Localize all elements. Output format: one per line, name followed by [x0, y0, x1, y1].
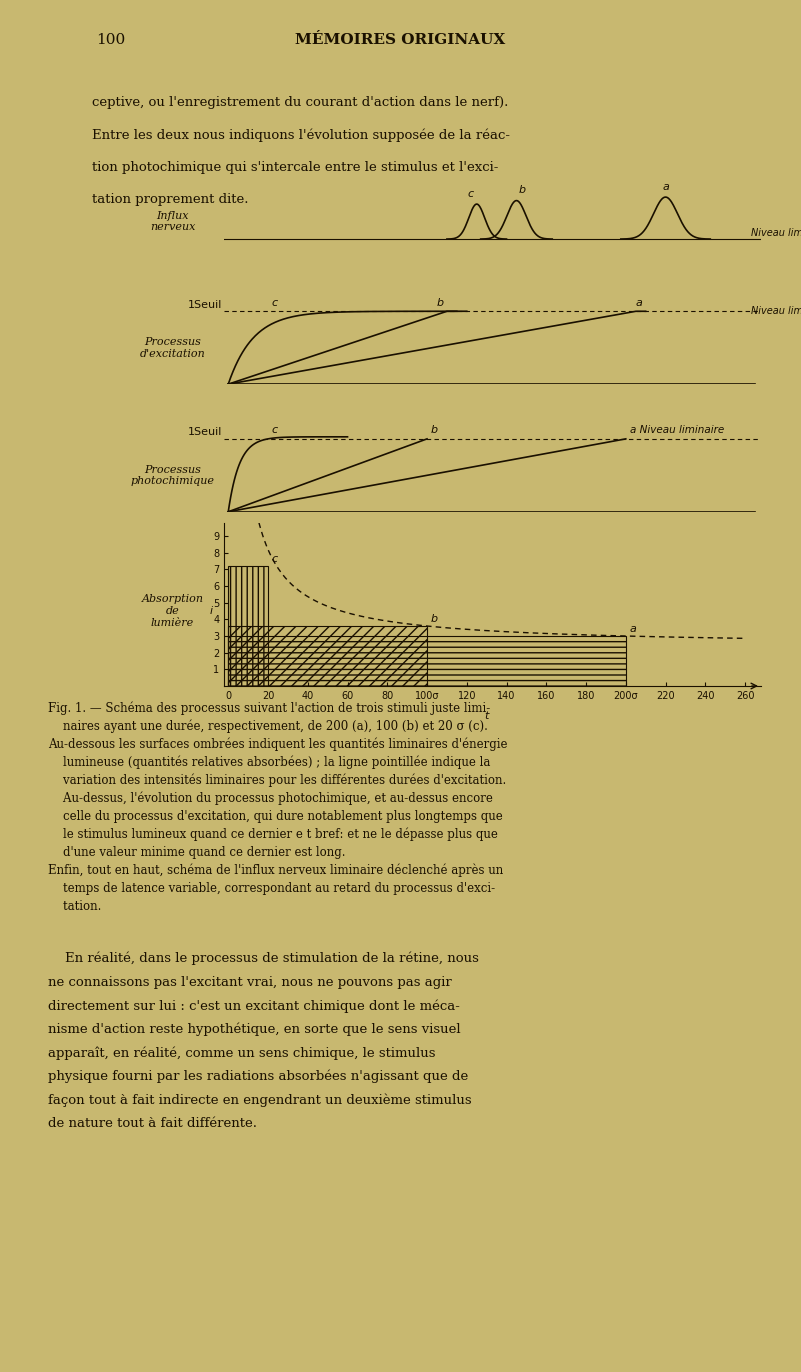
Text: tation.: tation. [48, 900, 102, 912]
Text: physique fourni par les radiations absorbées n'agissant que de: physique fourni par les radiations absor… [48, 1070, 469, 1084]
Text: nisme d'action reste hypothétique, en sorte que le sens visuel: nisme d'action reste hypothétique, en so… [48, 1022, 461, 1036]
Text: apparaît, en réalité, comme un sens chimique, le stimulus: apparaît, en réalité, comme un sens chim… [48, 1047, 436, 1059]
Bar [228, 637, 626, 686]
Text: Fig. 1. — Schéma des processus suivant l'action de trois stimuli juste limi-: Fig. 1. — Schéma des processus suivant l… [48, 702, 490, 715]
Text: Processus
d'excitation: Processus d'excitation [139, 338, 206, 358]
Text: façon tout à fait indirecte en engendrant un deuxième stimulus: façon tout à fait indirecte en engendran… [48, 1093, 472, 1107]
Text: Niveau liminaire: Niveau liminaire [751, 306, 801, 317]
Text: En réalité, dans le processus de stimulation de la rétine, nous: En réalité, dans le processus de stimula… [48, 952, 479, 966]
Text: b: b [431, 425, 438, 435]
Text: Au-dessous les surfaces ombrées indiquent les quantités liminaires d'énergie: Au-dessous les surfaces ombrées indiquen… [48, 738, 508, 752]
Text: ne connaissons pas l'excitant vrai, nous ne pouvons pas agir: ne connaissons pas l'excitant vrai, nous… [48, 975, 452, 989]
Text: i: i [209, 606, 212, 616]
Text: c: c [272, 554, 278, 564]
Text: a: a [662, 182, 669, 192]
Text: tation proprement dite.: tation proprement dite. [92, 193, 248, 206]
Text: b: b [431, 615, 438, 624]
Bar [228, 567, 268, 686]
Text: c: c [468, 189, 474, 199]
Text: temps de latence variable, correspondant au retard du processus d'exci-: temps de latence variable, correspondant… [48, 882, 495, 895]
Text: directement sur lui : c'est un excitant chimique dont le méca-: directement sur lui : c'est un excitant … [48, 999, 460, 1013]
Text: b: b [519, 185, 526, 195]
Text: Influx
nerveux: Influx nerveux [150, 211, 195, 232]
Text: Processus
photochimique: Processus photochimique [131, 465, 215, 486]
Bar [228, 626, 427, 686]
Text: Au-dessus, l'évolution du processus photochimique, et au-dessus encore: Au-dessus, l'évolution du processus phot… [48, 792, 493, 805]
Text: a: a [636, 298, 642, 307]
Text: ceptive, ou l'enregistrement du courant d'action dans le nerf).: ceptive, ou l'enregistrement du courant … [92, 96, 509, 108]
Text: a: a [630, 624, 637, 634]
Text: c: c [272, 298, 278, 307]
Text: MÉMOIRES ORIGINAUX: MÉMOIRES ORIGINAUX [296, 33, 505, 47]
Text: Niveau liminaire: Niveau liminaire [751, 228, 801, 239]
Text: Entre les deux nous indiquons l'évolution supposée de la réac-: Entre les deux nous indiquons l'évolutio… [92, 128, 510, 141]
Text: 1Seuil: 1Seuil [188, 300, 223, 310]
Text: 100: 100 [96, 33, 126, 47]
Text: naires ayant une durée, respectivement, de 200 (a), 100 (b) et 20 σ (c).: naires ayant une durée, respectivement, … [48, 720, 488, 734]
Text: b: b [437, 298, 444, 307]
Text: t: t [485, 711, 489, 722]
Text: d'une valeur minime quand ce dernier est long.: d'une valeur minime quand ce dernier est… [48, 845, 345, 859]
Text: de nature tout à fait différente.: de nature tout à fait différente. [48, 1117, 257, 1131]
Text: a Niveau liminaire: a Niveau liminaire [630, 425, 724, 435]
Text: Absorption
de
lumière: Absorption de lumière [142, 594, 203, 627]
Text: variation des intensités liminaires pour les différentes durées d'excitation.: variation des intensités liminaires pour… [48, 774, 506, 788]
Text: lumineuse (quantités relatives absorbées) ; la ligne pointillée indique la: lumineuse (quantités relatives absorbées… [48, 756, 490, 770]
Text: le stimulus lumineux quand ce dernier e t bref: et ne le dépasse plus que: le stimulus lumineux quand ce dernier e … [48, 827, 498, 841]
Text: 1Seuil: 1Seuil [188, 428, 223, 438]
Text: tion photochimique qui s'intercale entre le stimulus et l'exci-: tion photochimique qui s'intercale entre… [92, 161, 498, 174]
Text: c: c [272, 425, 278, 435]
Text: celle du processus d'excitation, qui dure notablement plus longtemps que: celle du processus d'excitation, qui dur… [48, 809, 503, 823]
Text: Enfin, tout en haut, schéma de l'influx nerveux liminaire déclenché après un: Enfin, tout en haut, schéma de l'influx … [48, 863, 503, 877]
